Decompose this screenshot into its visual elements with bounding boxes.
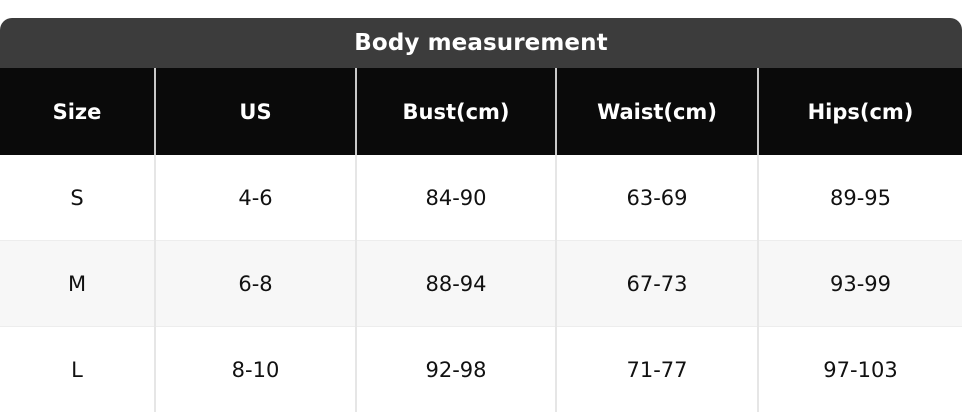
- cell-us: 8-10: [155, 326, 357, 412]
- cell-size: L: [0, 326, 156, 412]
- page-title: Body measurement: [354, 30, 608, 56]
- cell-size: S: [0, 155, 156, 241]
- column-header-size: Size: [0, 68, 156, 155]
- cell-waist: 63-69: [556, 155, 759, 241]
- table-header: Size US Bust(cm) Waist(cm) Hips(cm): [0, 68, 962, 155]
- chart-title-bar: Body measurement: [0, 18, 962, 68]
- body-measurement-table: Size US Bust(cm) Waist(cm) Hips(cm) S 4-…: [0, 68, 962, 412]
- cell-us: 4-6: [155, 155, 357, 241]
- cell-size: M: [0, 240, 156, 327]
- table-header-row: Size US Bust(cm) Waist(cm) Hips(cm): [0, 68, 962, 155]
- cell-bust: 88-94: [356, 240, 557, 327]
- cell-hips: 89-95: [758, 155, 962, 241]
- cell-hips: 93-99: [758, 240, 962, 327]
- cell-us: 6-8: [155, 240, 357, 327]
- column-header-bust: Bust(cm): [356, 68, 557, 155]
- column-header-us: US: [155, 68, 357, 155]
- cell-bust: 84-90: [356, 155, 557, 241]
- cell-waist: 67-73: [556, 240, 759, 327]
- column-header-waist: Waist(cm): [556, 68, 759, 155]
- cell-hips: 97-103: [758, 326, 962, 412]
- cell-bust: 92-98: [356, 326, 557, 412]
- column-header-hips: Hips(cm): [758, 68, 962, 155]
- size-chart-card: Body measurement Size US Bust(cm) Waist(…: [0, 18, 962, 412]
- table-row: M 6-8 88-94 67-73 93-99: [0, 240, 962, 327]
- table-row: L 8-10 92-98 71-77 97-103: [0, 326, 962, 412]
- cell-waist: 71-77: [556, 326, 759, 412]
- table-body: S 4-6 84-90 63-69 89-95 M 6-8 88-94 67-7…: [0, 155, 962, 412]
- table-row: S 4-6 84-90 63-69 89-95: [0, 155, 962, 241]
